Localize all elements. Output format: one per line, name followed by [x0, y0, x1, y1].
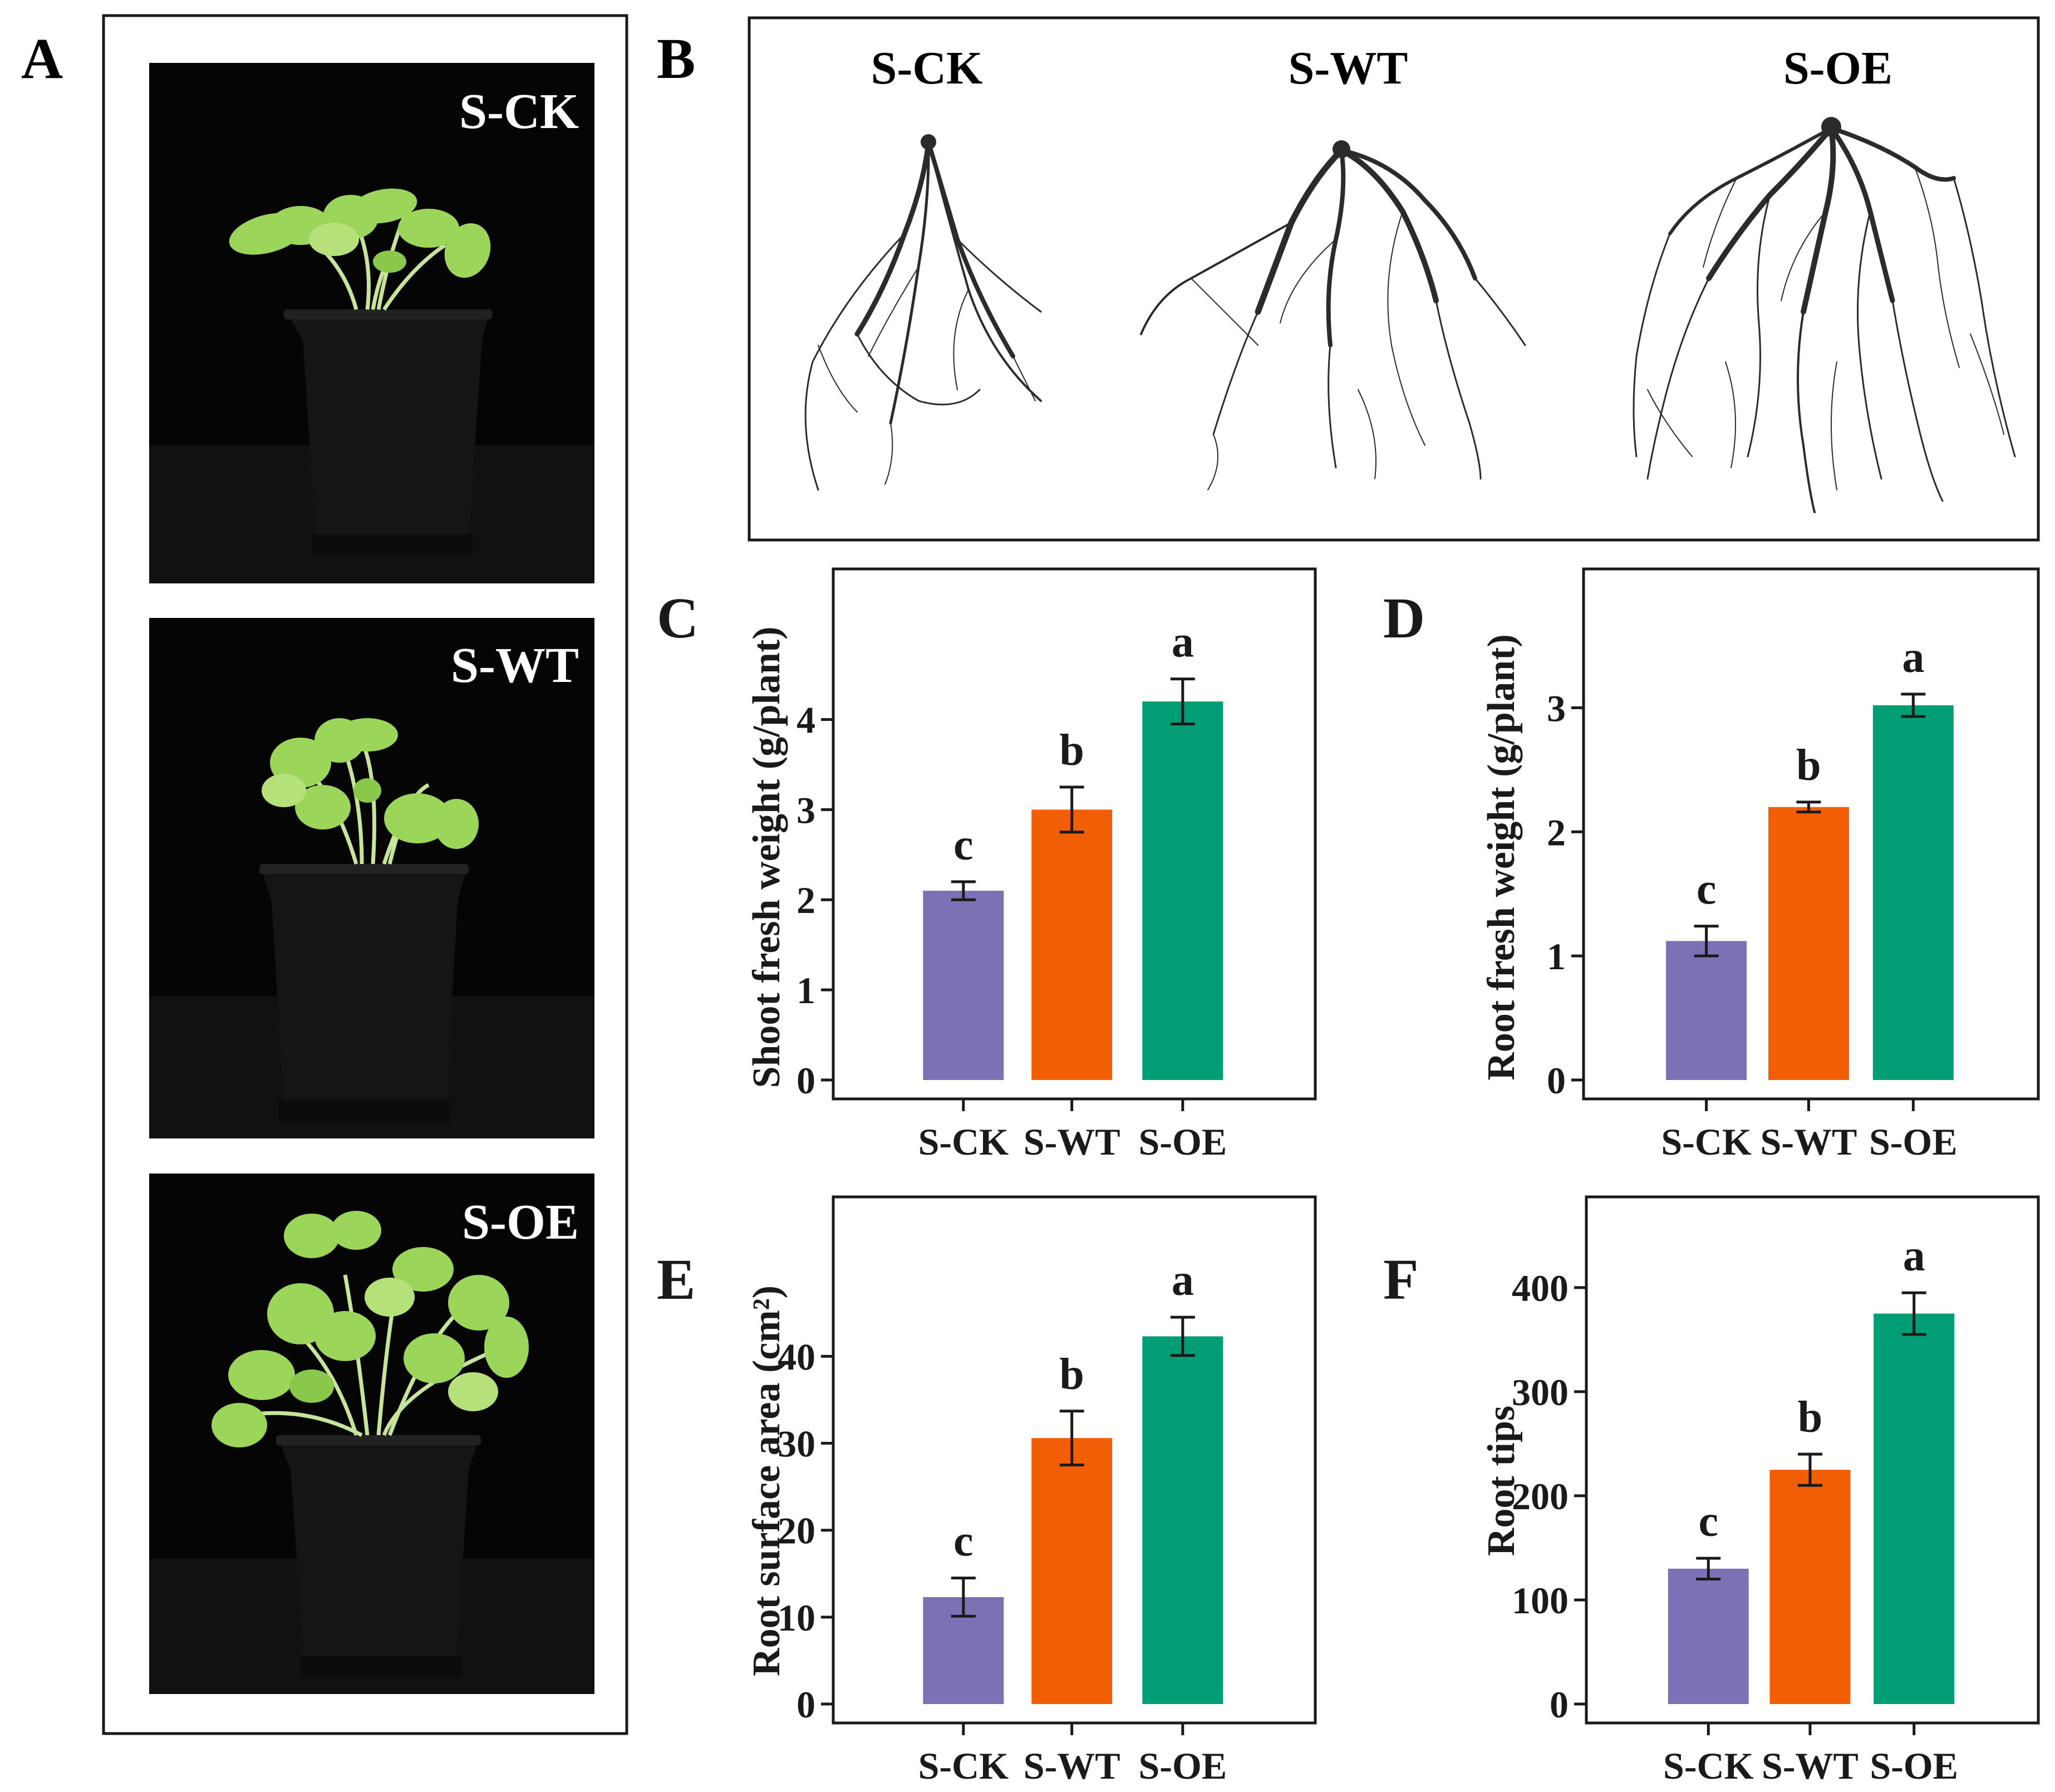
- y-tick-label-f-2: 200: [1512, 1475, 1569, 1518]
- bar-f-s-wt: [1769, 1470, 1851, 1704]
- y-tick-label-f-1: 100: [1512, 1579, 1569, 1622]
- root-label-s-oe: S-OE: [1783, 42, 1892, 94]
- photo-s-oe: [149, 1174, 594, 1694]
- bar-c-s-ck: [923, 891, 1004, 1080]
- x-tick-label-f-0: S-CK: [1663, 1745, 1754, 1787]
- panel-a-frame: [102, 14, 628, 1735]
- y-tick-label-f-0: 0: [1550, 1683, 1569, 1726]
- x-tick-label-d-1: S-WT: [1761, 1121, 1857, 1163]
- y-tick-label-f-3: 300: [1512, 1371, 1569, 1413]
- x-tick-label-d-0: S-CK: [1661, 1121, 1752, 1163]
- x-tick-label-d-2: S-OE: [1869, 1121, 1958, 1163]
- bar-d-s-oe: [1872, 705, 1954, 1080]
- y-axis-label-e: Root surface area (cm²): [745, 1285, 788, 1676]
- sig-letter-d-0: c: [1697, 865, 1717, 914]
- bar-d-s-wt: [1768, 807, 1849, 1080]
- chart-frame-e: [832, 1195, 1317, 1725]
- sig-letter-c-1: b: [1059, 726, 1084, 775]
- sig-letter-f-0: c: [1698, 1497, 1718, 1546]
- photo-s-wt: [149, 618, 594, 1138]
- y-tick-label-f-4: 400: [1512, 1267, 1569, 1309]
- y-tick-label-c-2: 2: [797, 879, 815, 921]
- y-axis-label-d: Root fresh weight (g/plant): [1480, 634, 1523, 1081]
- sig-letter-e-2: a: [1172, 1256, 1194, 1305]
- y-tick-label-c-3: 3: [797, 789, 815, 831]
- root-scan-s-wt: [1140, 140, 1526, 490]
- y-tick-label-e-4: 40: [778, 1336, 815, 1378]
- root-scan-s-ck: [804, 134, 1042, 491]
- chart-e: E Root surface area (cm²)0 10 20 30 40 c S-CK b S…: [657, 1195, 1317, 1787]
- y-tick-label-c-4: 4: [797, 699, 815, 741]
- x-tick-label-f-1: S-WT: [1762, 1745, 1859, 1787]
- sig-letter-c-2: a: [1172, 618, 1194, 667]
- x-tick-label-e-2: S-OE: [1138, 1745, 1227, 1787]
- sig-letter-d-1: b: [1796, 741, 1821, 790]
- bar-e-s-oe: [1142, 1336, 1223, 1704]
- chart-frame-c: [832, 567, 1317, 1101]
- bar-e-s-wt: [1031, 1438, 1113, 1704]
- x-tick-label-e-0: S-CK: [918, 1745, 1009, 1787]
- chart-d: D Root fresh weight (g/plant) 0 1 2 3 c S-CK b S-…: [1383, 567, 2040, 1163]
- x-tick-label-f-2: S-OE: [1870, 1745, 1958, 1787]
- y-tick-label-c-0: 0: [797, 1059, 815, 1102]
- chart-f: F Root tips 0 100 200 300 400 c S-CK b S-WT a S-OE: [1383, 1195, 2040, 1787]
- chart-frame-d: [1582, 567, 2040, 1101]
- root-label-s-ck: S-CK: [871, 42, 983, 94]
- photo-label-s-wt: S-WT: [451, 638, 579, 693]
- y-tick-label-d-1: 1: [1547, 935, 1566, 978]
- y-tick-label-c-1: 1: [797, 969, 815, 1012]
- panel-letter-b: B: [657, 27, 695, 91]
- bar-d-s-ck: [1666, 941, 1747, 1080]
- x-tick-label-c-2: S-OE: [1138, 1121, 1227, 1163]
- bar-c-s-oe: [1142, 701, 1223, 1080]
- sig-letter-d-2: a: [1902, 633, 1924, 682]
- bar-c-s-wt: [1031, 809, 1113, 1080]
- y-axis-label-f: Root tips: [1480, 1406, 1523, 1556]
- y-tick-label-d-2: 2: [1547, 811, 1566, 853]
- sig-letter-e-0: c: [953, 1517, 974, 1566]
- chart-c: C Shoot fresh weight (g/plant) 0 1 2 3 4 c S-CK b…: [657, 567, 1317, 1163]
- root-scan-s-oe: [1633, 117, 2016, 513]
- y-tick-label-e-1: 10: [778, 1597, 815, 1639]
- sig-letter-c-0: c: [953, 821, 974, 870]
- y-tick-label-d-3: 3: [1547, 687, 1566, 729]
- y-tick-label-e-2: 20: [778, 1510, 815, 1552]
- panel-letter-d: D: [1383, 586, 1425, 650]
- x-tick-label-e-1: S-WT: [1024, 1745, 1120, 1787]
- panel-letter-e: E: [657, 1248, 695, 1312]
- panel-letter-c: C: [657, 586, 699, 650]
- photo-s-ck: [149, 63, 594, 583]
- y-tick-label-d-0: 0: [1547, 1059, 1566, 1102]
- sig-letter-f-2: a: [1903, 1231, 1925, 1280]
- bar-f-s-oe: [1874, 1313, 1955, 1704]
- photo-label-s-oe: S-OE: [462, 1195, 579, 1250]
- sig-letter-f-1: b: [1798, 1393, 1823, 1442]
- y-axis-label-c: Shoot fresh weight (g/plant): [745, 626, 788, 1088]
- x-tick-label-c-1: S-WT: [1024, 1121, 1120, 1163]
- root-label-s-wt: S-WT: [1289, 42, 1408, 94]
- bar-f-s-ck: [1668, 1568, 1749, 1704]
- x-tick-label-c-0: S-CK: [918, 1121, 1009, 1163]
- photo-label-s-ck: S-CK: [459, 84, 579, 139]
- panel-letter-a: A: [21, 27, 63, 91]
- sig-letter-e-1: b: [1059, 1350, 1084, 1399]
- panel-letter-f: F: [1383, 1248, 1419, 1312]
- chart-frame-f: [1585, 1195, 2040, 1725]
- y-tick-label-e-3: 30: [778, 1423, 815, 1465]
- panel-b-frame: [748, 16, 2040, 542]
- y-tick-label-e-0: 0: [797, 1683, 815, 1726]
